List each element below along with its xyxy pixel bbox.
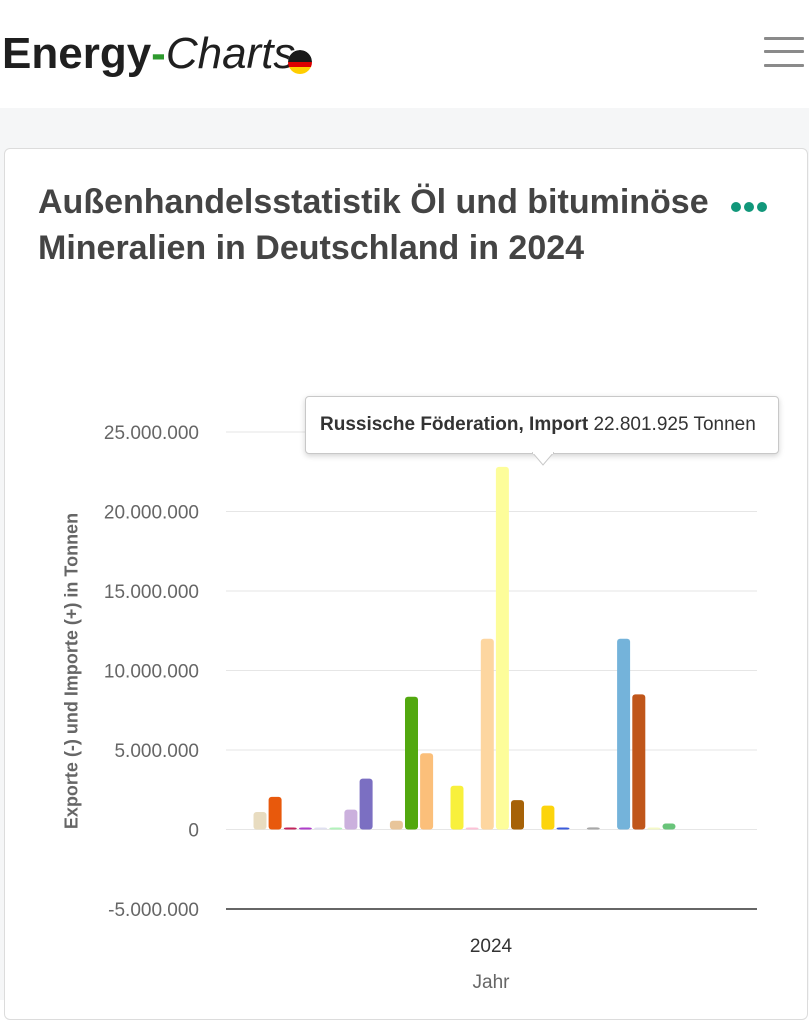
bar[interactable] [329, 827, 343, 830]
x-tick-label: 2024 [470, 936, 513, 957]
bar[interactable] [344, 809, 358, 830]
bar[interactable] [450, 785, 464, 830]
bar[interactable] [283, 827, 297, 830]
germany-flag-icon [288, 50, 312, 74]
y-tick-label: 20.000.000 [104, 503, 199, 524]
bars [253, 466, 676, 830]
header: Energy-Charts [0, 0, 809, 108]
tooltip-value: 22.801.925 Tonnen [593, 414, 756, 435]
energy-charts-logo[interactable]: Energy-Charts [2, 26, 295, 82]
logo-word-energy: Energy [2, 29, 152, 78]
logo-word-charts: Charts [165, 29, 296, 78]
bar[interactable] [511, 800, 524, 830]
bar[interactable] [268, 796, 282, 830]
bar[interactable] [314, 827, 328, 830]
chart-card: Außenhandelsstatistik Öl und bituminöse … [4, 148, 808, 1020]
hamburger-menu-icon[interactable] [764, 34, 804, 70]
bar[interactable] [647, 827, 661, 830]
logo-dash: - [151, 29, 166, 78]
bar[interactable] [480, 638, 494, 830]
bar[interactable] [617, 638, 631, 830]
bar[interactable] [586, 827, 600, 830]
x-axis-title: Jahr [473, 972, 511, 993]
y-axis-title: Exporte (-) und Importe (+) in Tonnen [61, 512, 82, 830]
bar[interactable] [298, 827, 312, 830]
y-tick-label: 0 [188, 821, 199, 842]
y-tick-labels: -5.000.000 0 5.000.000 10.000.000 15.000.000… [104, 423, 199, 921]
y-tick-label: 25.000.000 [104, 423, 199, 444]
bar[interactable] [389, 820, 403, 830]
tooltip-arrow [532, 452, 554, 466]
y-tick-label: 15.000.000 [104, 582, 199, 603]
bar[interactable] [662, 823, 676, 830]
y-tick-label: 10.000.000 [104, 662, 199, 683]
tooltip-series-name: Russische Föderation, Import [320, 414, 589, 435]
y-tick-label: 5.000.000 [114, 741, 199, 762]
bar[interactable] [359, 778, 373, 830]
bar[interactable] [541, 805, 555, 830]
bar[interactable] [405, 696, 418, 830]
bar[interactable] [420, 753, 434, 830]
bar[interactable] [632, 694, 646, 830]
y-tick-label: -5.000.000 [108, 900, 199, 921]
bar[interactable] [495, 466, 509, 830]
chart-tooltip: Russische Föderation, Import 22.801.925 … [305, 396, 779, 454]
bar[interactable] [465, 827, 479, 830]
more-dots-icon[interactable] [727, 199, 769, 215]
chart-title: Außenhandelsstatistik Öl und bituminöse … [38, 183, 709, 267]
bar[interactable] [253, 812, 267, 830]
bar[interactable] [556, 827, 570, 830]
